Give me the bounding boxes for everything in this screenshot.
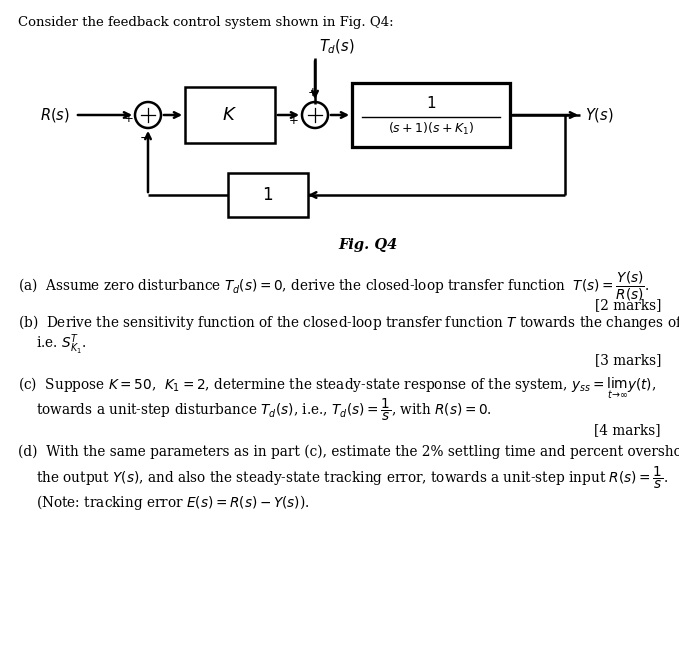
Text: (Note: tracking error $E(s) = R(s) - Y(s)$).: (Note: tracking error $E(s) = R(s) - Y(s… (36, 493, 310, 512)
Text: [3 marks]: [3 marks] (595, 353, 661, 367)
Text: $1$: $1$ (426, 95, 436, 111)
Text: Fig. Q4: Fig. Q4 (338, 238, 397, 252)
Bar (185, 87, 275, 143)
Text: [2 marks]: [2 marks] (595, 298, 661, 312)
Text: towards a unit-step disturbance $T_d(s)$, i.e., $T_d(s) = \dfrac{1}{s}$, with $R: towards a unit-step disturbance $T_d(s)$… (36, 397, 492, 423)
Text: $R(s)$: $R(s)$ (40, 106, 70, 124)
Text: $Y(s)$: $Y(s)$ (585, 106, 614, 124)
Text: (a)  Assume zero disturbance $T_d(s) = 0$, derive the closed-loop transfer funct: (a) Assume zero disturbance $T_d(s) = 0$… (18, 270, 650, 304)
Text: $K$: $K$ (223, 106, 238, 124)
Text: $(s+1)(s+K_1)$: $(s+1)(s+K_1)$ (388, 121, 474, 137)
Text: Consider the feedback control system shown in Fig. Q4:: Consider the feedback control system sho… (18, 16, 394, 29)
Text: (b)  Derive the sensitivity function of the closed-loop transfer function $T$ to: (b) Derive the sensitivity function of t… (18, 313, 679, 332)
Text: $+$: $+$ (289, 114, 299, 127)
Text: $-$: $-$ (139, 131, 151, 144)
Text: $+$: $+$ (307, 86, 317, 99)
Text: $T_d(s)$: $T_d(s)$ (319, 38, 354, 56)
Text: $1$: $1$ (263, 187, 274, 203)
Text: $+$: $+$ (124, 112, 134, 125)
Bar (352, 83, 510, 147)
Text: (c)  Suppose $K = 50$,  $K_1 = 2$, determine the steady-state response of the sy: (c) Suppose $K = 50$, $K_1 = 2$, determi… (18, 375, 657, 400)
Text: (d)  With the same parameters as in part (c), estimate the 2% settling time and : (d) With the same parameters as in part … (18, 445, 679, 460)
Text: [4 marks]: [4 marks] (595, 423, 661, 437)
Text: the output $Y(s)$, and also the steady-state tracking error, towards a unit-step: the output $Y(s)$, and also the steady-s… (36, 465, 668, 491)
Bar (228, 173, 308, 217)
Text: i.e. $S^T_{K_1}$.: i.e. $S^T_{K_1}$. (36, 333, 86, 358)
